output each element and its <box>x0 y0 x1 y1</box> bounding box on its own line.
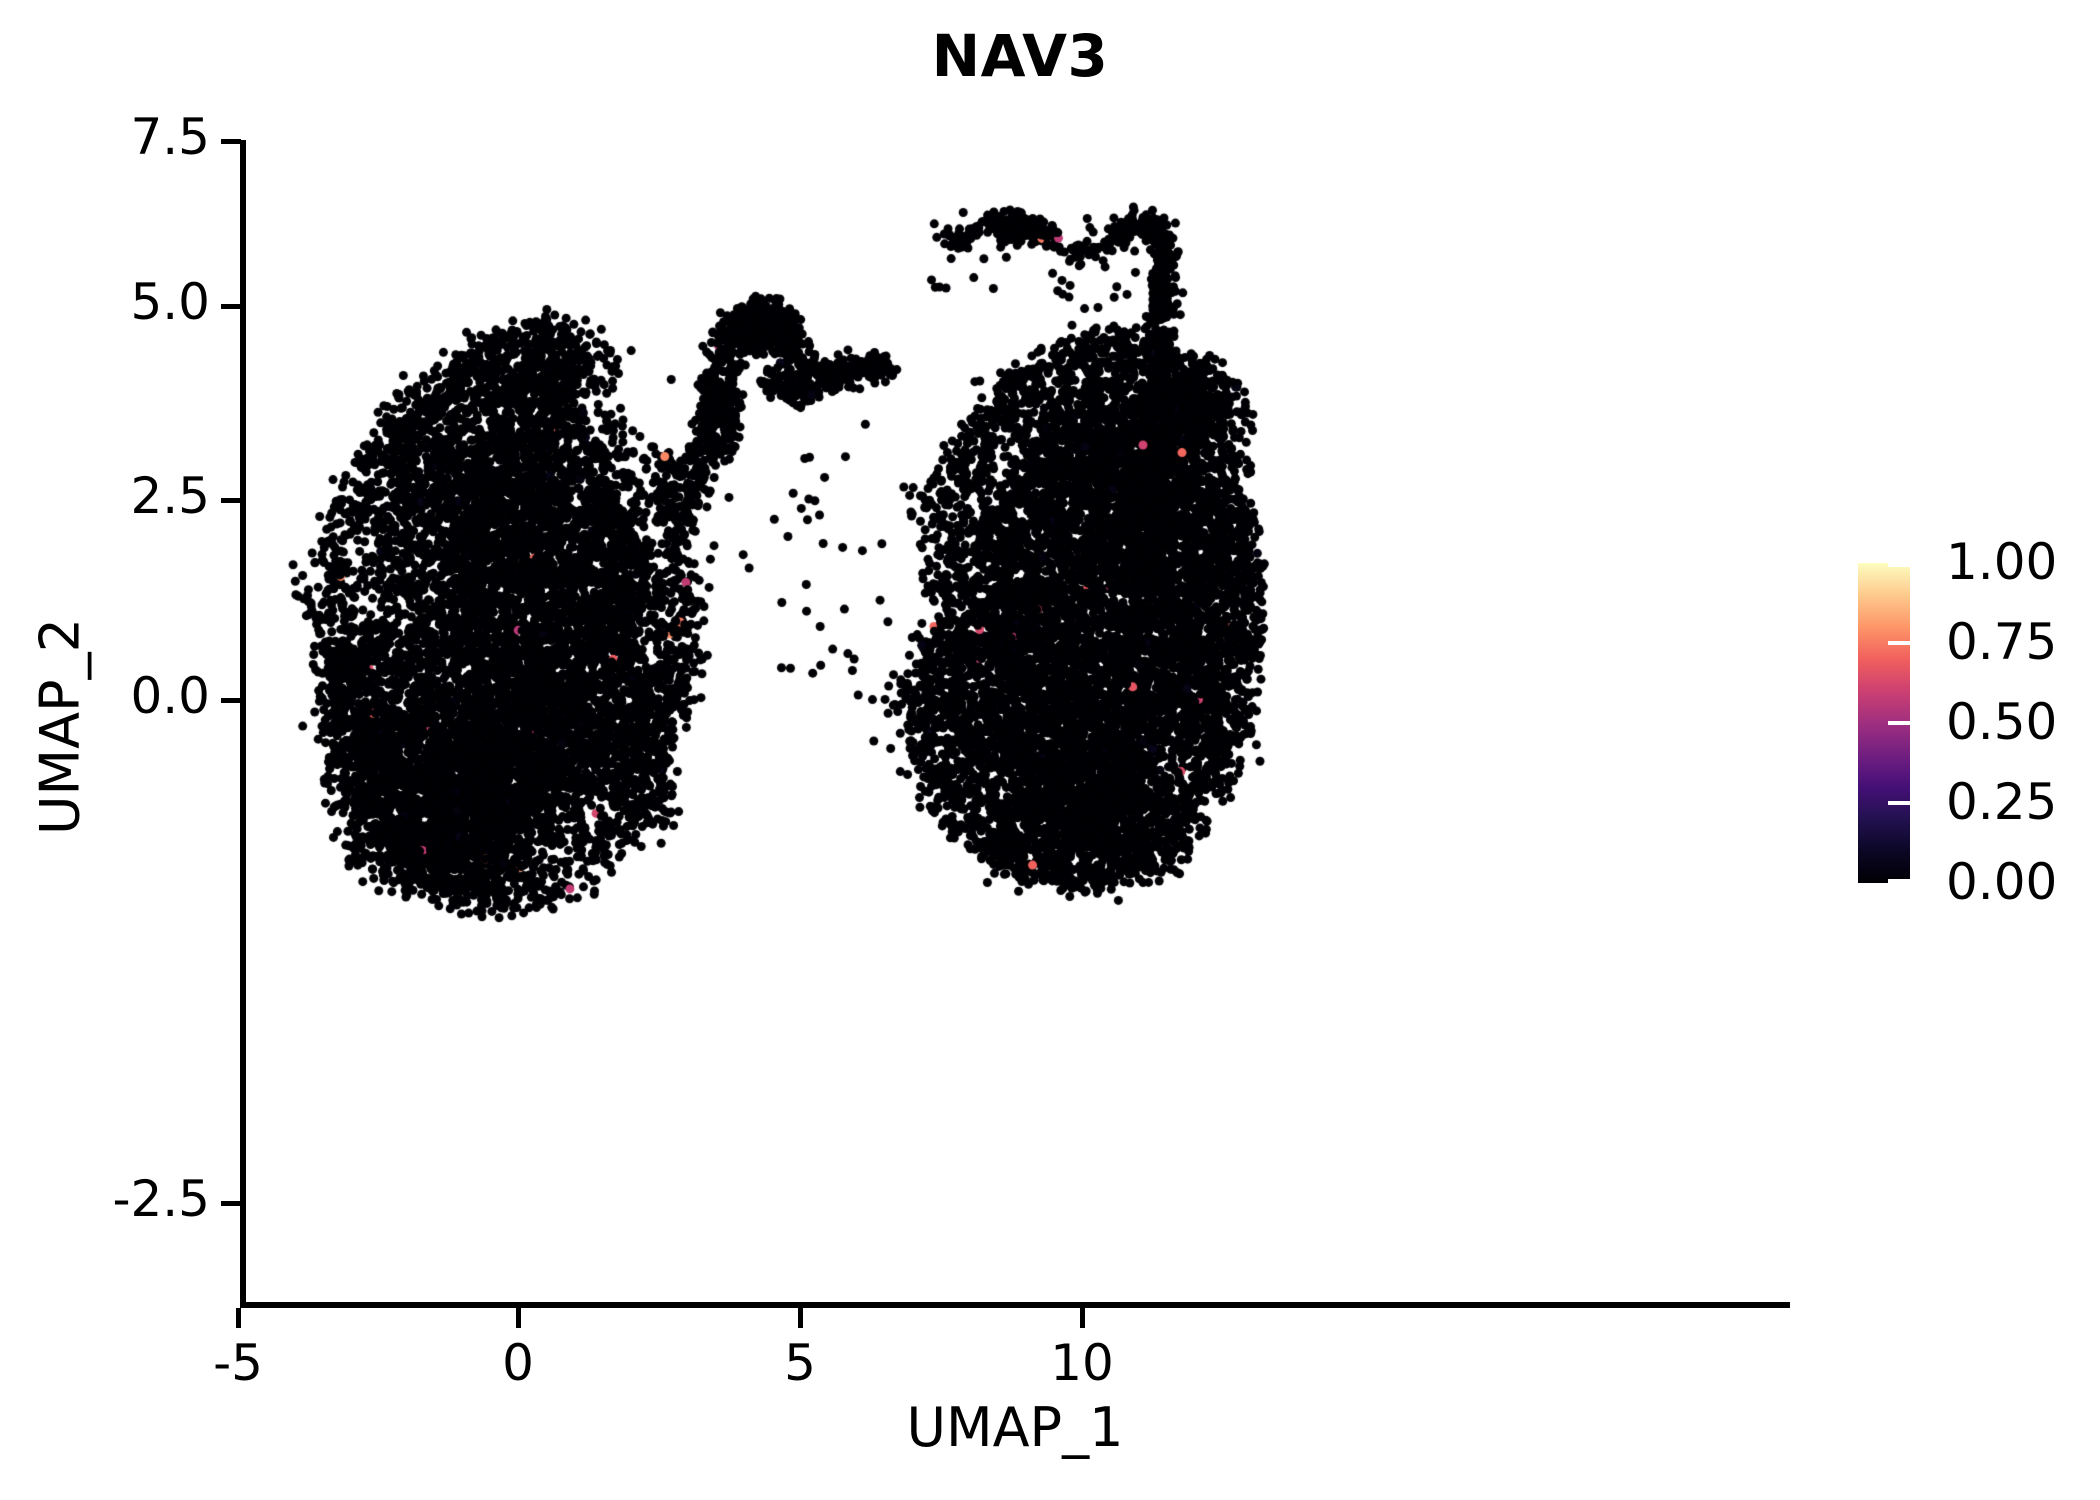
y-tick-mark <box>221 304 241 309</box>
y-tick-label: 0.0 <box>130 667 210 725</box>
colorbar-tick-mark <box>1888 641 1910 645</box>
x-tick-label: 0 <box>502 1334 534 1392</box>
colorbar-tick-mark <box>1888 801 1910 805</box>
y-tick-mark <box>221 139 241 144</box>
x-tick-label: 5 <box>784 1334 816 1392</box>
colorbar-tick-mark <box>1888 721 1910 725</box>
x-axis-label: UMAP_1 <box>906 1396 1124 1459</box>
x-tick-label: -5 <box>213 1334 263 1392</box>
colorbar-legend[interactable]: 1.00 0.75 0.50 0.25 0.00 <box>1858 537 2088 907</box>
colorbar-tick-label: 0.50 <box>1946 693 2058 751</box>
colorbar-tick-label: 0.00 <box>1946 853 2058 911</box>
colorbar-tick-label: 0.25 <box>1946 773 2058 831</box>
y-axis-spine <box>240 140 246 1308</box>
y-tick-label: -2.5 <box>112 1170 210 1228</box>
x-tick-label: 10 <box>1050 1334 1114 1392</box>
colorbar-tick-label: 0.75 <box>1946 613 2058 671</box>
x-tick-mark <box>236 1308 241 1328</box>
x-tick-mark <box>516 1308 521 1328</box>
y-tick-label: 5.0 <box>130 273 210 331</box>
y-tick-mark <box>221 498 241 503</box>
x-tick-mark <box>798 1308 803 1328</box>
y-tick-mark <box>221 1201 241 1206</box>
y-tick-label: 2.5 <box>130 467 210 525</box>
x-axis-spine <box>240 1302 1790 1308</box>
y-tick-label: 7.5 <box>130 108 210 166</box>
colorbar-tick-label: 1.00 <box>1946 533 2058 591</box>
colorbar-tick-mark <box>1888 879 1910 883</box>
y-tick-mark <box>221 698 241 703</box>
y-axis-label: UMAP_2 <box>28 618 92 835</box>
x-tick-mark <box>1080 1308 1085 1328</box>
colorbar-tick-mark <box>1888 563 1910 567</box>
